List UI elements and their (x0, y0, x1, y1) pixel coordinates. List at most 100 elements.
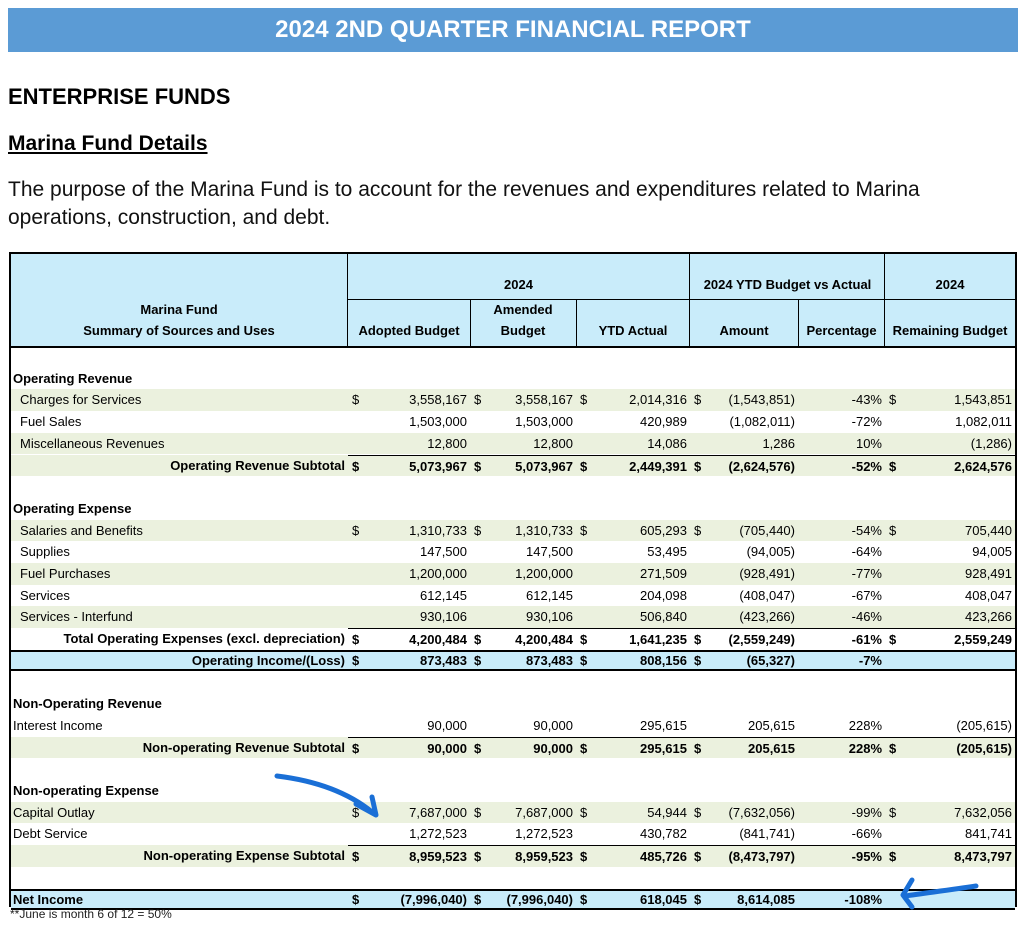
cell-value: 928,491 (965, 566, 1012, 581)
cell-remaining-budget: $ (205,615) (885, 736, 1015, 760)
cell-value: 295,615 (640, 740, 687, 756)
cell-percentage: -72% (798, 411, 885, 433)
cell-ytd-actual: $1,641,235 (576, 628, 690, 651)
cell-amount: $ (7,632,056) (690, 802, 798, 824)
row-label: Total Operating Expenses (excl. deprecia… (63, 631, 346, 647)
cell-value: 1,503,000 (515, 414, 573, 430)
cell-adopted-budget: $8,959,523 (348, 845, 470, 868)
table-row: Non-operating Revenue Subtotal $90,000 $90… (11, 736, 1015, 760)
row-label-header: Marina Fund Summary of Sources and Uses (11, 294, 347, 346)
cell-percentage: -95% (798, 845, 885, 868)
row-label: Non-Operating Revenue (13, 696, 162, 712)
cell-value: -66% (851, 826, 882, 842)
row-label: Debt Service (13, 826, 88, 842)
cell-amount: (94,005) (690, 541, 798, 563)
cell-remaining-budget: (1,286) (885, 433, 1015, 455)
cell-adopted-budget: 1,200,000 (348, 563, 470, 585)
currency-symbol: $ (889, 392, 897, 408)
currency-symbol: $ (889, 522, 897, 538)
row-label: Miscellaneous Revenues (20, 435, 165, 451)
cell-remaining-budget: $2,624,576 (885, 454, 1015, 478)
cell-amount: $ (1,543,851) (690, 389, 798, 411)
cell-value: 90,000 (427, 740, 467, 756)
cell-adopted-budget: 12,800 (348, 433, 470, 455)
row-label: Non-operating Expense Subtotal (143, 848, 345, 864)
currency-symbol: $ (580, 652, 588, 668)
cell-value: 12,800 (427, 435, 467, 451)
section-row: Non-Operating Revenue (11, 693, 1015, 715)
cell-value: 5,073,967 (409, 458, 467, 474)
cell-value: 808,156 (640, 652, 687, 668)
cell-value: -95% (851, 849, 882, 865)
cell-value: 1,310,733 (515, 522, 573, 538)
currency-symbol: $ (580, 740, 588, 756)
col-adopted-budget: Adopted Budget (358, 323, 460, 338)
currency-symbol: $ (889, 804, 897, 820)
row-label: Services (20, 587, 70, 603)
cell-value: 930,106 (526, 609, 573, 625)
cell-value: 271,509 (640, 566, 687, 581)
cell-value: (408,047) (739, 587, 795, 603)
cell-value: 1,272,523 (515, 826, 573, 842)
row-label: Operating Income/(Loss) (191, 652, 345, 668)
currency-symbol: $ (580, 849, 588, 865)
cell-value: 1,503,000 (409, 414, 467, 430)
cell-value: 8,614,085 (737, 891, 795, 907)
cell-value: 2,014,316 (629, 392, 687, 408)
row-label: Net Income (13, 891, 84, 907)
cell-ytd-actual: $295,615 (576, 736, 690, 760)
cell-amount: 1,286 (690, 433, 798, 455)
currency-symbol: $ (580, 392, 588, 408)
cell-value: 204,098 (640, 587, 687, 603)
subsection-heading: Marina Fund Details (8, 132, 208, 155)
cell-value: 423,266 (965, 609, 1012, 625)
cell-value: -64% (851, 544, 882, 560)
table-row: Charges for Services $3,558,167 $3,558,167… (11, 389, 1015, 412)
currency-symbol: $ (474, 392, 482, 408)
currency-symbol: $ (352, 849, 360, 865)
cell-value: 295,615 (640, 717, 687, 733)
footnote: **June is month 6 of 12 = 50% (10, 907, 172, 921)
blank-row (11, 867, 1015, 889)
section-row: Operating Revenue (11, 368, 1015, 390)
currency-symbol: $ (889, 849, 897, 865)
report-title-bar: 2024 2ND QUARTER FINANCIAL REPORT (8, 8, 1018, 52)
table-row: Capital Outlay $7,687,000 $7,687,000 $54,94… (11, 801, 1015, 824)
cell-ytd-actual: 14,086 (576, 433, 690, 455)
cell-value: 12,800 (533, 435, 573, 451)
cell-value: 2,449,391 (629, 458, 687, 474)
currency-symbol: $ (580, 522, 588, 538)
cell-remaining-budget: $2,559,249 (885, 628, 1015, 651)
currency-symbol: $ (352, 632, 360, 648)
cell-remaining-budget (885, 652, 1015, 670)
table-row: Services - Interfund 930,106 930,106 506,84… (11, 606, 1015, 629)
cell-value: 2,559,249 (954, 632, 1012, 648)
currency-symbol: $ (694, 804, 702, 820)
cell-remaining-budget: 841,741 (885, 823, 1015, 845)
cell-value: (205,615) (956, 740, 1012, 756)
cell-value: 7,687,000 (409, 804, 467, 820)
cell-value: -54% (851, 522, 882, 538)
table-row: Debt Service 1,272,523 1,272,523 430,782 (84… (11, 823, 1015, 845)
group-remaining-header: 2024 (935, 277, 965, 292)
marina-fund-table: Marina Fund Summary of Sources and Uses … (9, 252, 1017, 911)
cell-percentage: -46% (798, 606, 885, 628)
cell-remaining-budget: (205,615) (885, 715, 1015, 737)
cell-value: 1,272,523 (409, 826, 467, 842)
cell-value: (65,327) (746, 652, 795, 668)
cell-value: 1,082,011 (955, 414, 1012, 430)
row-label: Salaries and Benefits (20, 522, 143, 538)
col-amended-budget: Amended Budget (493, 302, 553, 338)
table-row: Interest Income 90,000 90,000 295,615 205,61… (11, 715, 1015, 737)
cell-adopted-budget: $1,310,733 (348, 520, 470, 542)
cell-amount: $ (8,473,797) (690, 845, 798, 868)
currency-symbol: $ (352, 652, 360, 668)
cell-percentage: -99% (798, 802, 885, 824)
cell-amount: $ (2,624,576) (690, 454, 798, 478)
row-label: Operating Revenue Subtotal (170, 457, 345, 473)
cell-value: -43% (851, 392, 882, 408)
row-label: Operating Expense (13, 500, 132, 516)
currency-symbol: $ (352, 458, 360, 474)
cell-value: 930,106 (420, 609, 467, 625)
cell-amended-budget: 930,106 (470, 606, 576, 628)
